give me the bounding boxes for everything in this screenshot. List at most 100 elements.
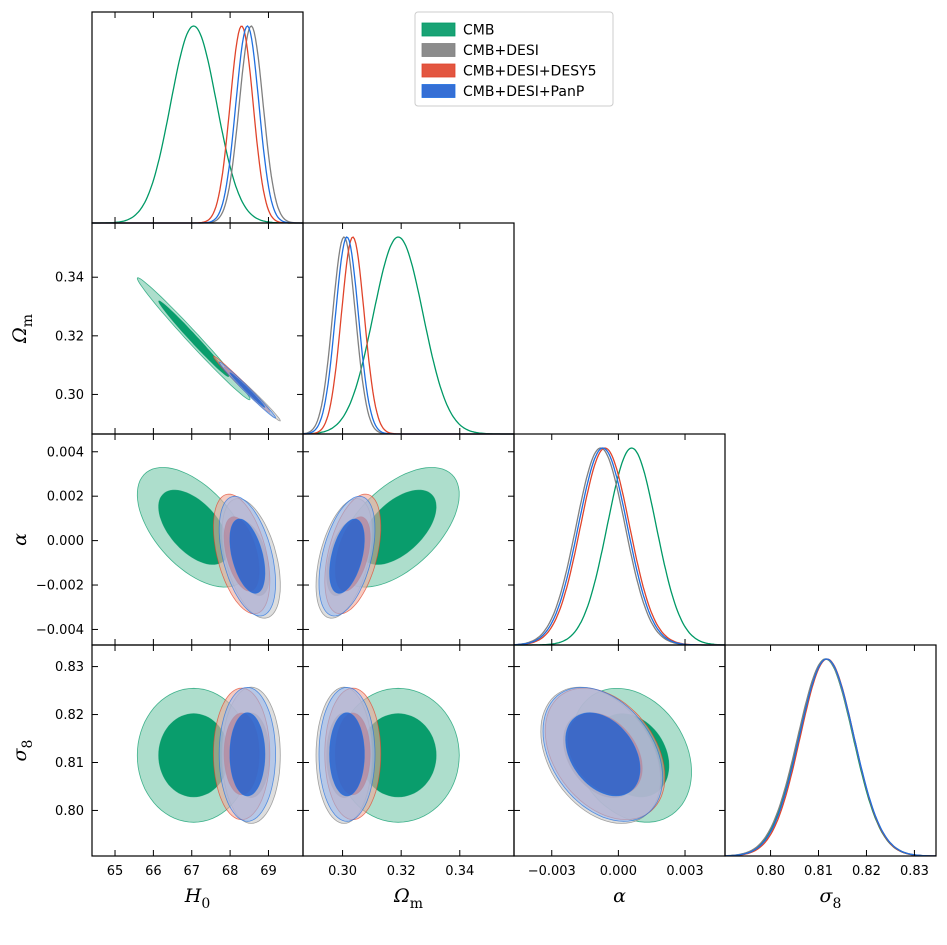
y-tick-label-Om: 0.34 xyxy=(55,271,84,286)
x-axis-label-alpha: α xyxy=(613,885,626,907)
axis-symbol: Ω xyxy=(9,327,31,344)
contour-group xyxy=(315,686,460,824)
contour-inner-cmb-desi-panp xyxy=(329,712,365,797)
axis-subscript: 8 xyxy=(833,896,842,912)
marginal-line-cmb-desi-desy5 xyxy=(724,658,936,857)
contour-inner-cmb-desi-panp xyxy=(329,518,365,594)
x-tick-label-Om: 0.34 xyxy=(445,864,474,879)
legend-box xyxy=(414,11,614,107)
marginal-line-cmb xyxy=(92,25,303,224)
frame-2-2 xyxy=(513,433,726,646)
y-tick-label-alpha: 0.000 xyxy=(47,534,84,549)
x-tick-label-s8: 0.82 xyxy=(852,864,881,879)
axis-symbol: α xyxy=(613,885,626,907)
contour-group xyxy=(315,467,460,619)
y-tick-label-alpha: −0.002 xyxy=(36,579,84,594)
x-tick-label-H0: 65 xyxy=(107,864,124,879)
axis-subscript: 0 xyxy=(201,896,210,912)
x-tick-label-alpha: −0.003 xyxy=(528,864,576,879)
marginal-alpha xyxy=(514,447,726,646)
marginal-line-cmb-desi-desy5 xyxy=(303,236,514,435)
marginal-line-cmb-desi xyxy=(92,25,303,224)
legend-swatch-cmb-desi-panp xyxy=(421,84,456,98)
panel-H0-alpha xyxy=(136,467,281,619)
legend-label: CMB xyxy=(463,23,494,39)
x-tick-label-s8: 0.80 xyxy=(756,864,785,879)
frame-3-3 xyxy=(724,644,937,857)
panel-H0-Om xyxy=(136,277,281,422)
axis-symbol: σ xyxy=(9,747,31,761)
marginal-line-cmb-desi-panp xyxy=(92,25,303,224)
x-axis-label-H0: H0 xyxy=(184,885,211,912)
legend-label: CMB+DESI xyxy=(463,43,539,59)
panel-Om-s8 xyxy=(315,686,460,824)
axis-subscript: m xyxy=(20,314,36,327)
marginal-line-cmb-desi xyxy=(725,658,936,857)
x-tick-label-H0: 67 xyxy=(183,864,200,879)
contour-group xyxy=(136,686,281,824)
panel-Om-alpha xyxy=(315,467,460,619)
x-tick-label-H0: 69 xyxy=(260,864,277,879)
marginal-H0 xyxy=(92,25,303,224)
contour-group xyxy=(540,686,692,824)
contour-inner-cmb-desi-panp xyxy=(229,372,266,408)
axis-symbol: σ xyxy=(820,885,834,907)
panel-border xyxy=(91,222,304,435)
legend-swatch-cmb-desi xyxy=(421,43,456,57)
x-axis-label-s8: σ8 xyxy=(820,885,842,912)
marginal-line-cmb xyxy=(724,658,936,857)
y-tick-label-alpha: 0.004 xyxy=(47,445,84,460)
contour-group xyxy=(136,277,281,422)
y-tick-label-s8: 0.81 xyxy=(55,756,84,771)
y-tick-label-alpha: 0.002 xyxy=(47,490,84,505)
y-tick-label-s8: 0.82 xyxy=(55,708,84,723)
axis-symbol: Ω xyxy=(393,885,410,907)
marginal-Om xyxy=(302,236,514,435)
marginal-line-cmb-desi-panp xyxy=(725,658,936,857)
contour-inner-cmb-desi-panp xyxy=(565,712,641,797)
axis-subscript: m xyxy=(410,896,423,912)
x-tick-label-alpha: 0.003 xyxy=(666,864,703,879)
y-tick-label-alpha: −0.004 xyxy=(36,623,84,638)
y-tick-label-s8: 0.83 xyxy=(55,660,84,675)
x-axis-label-Om: Ωm xyxy=(393,885,423,912)
marginal-line-cmb-desi-desy5 xyxy=(514,447,725,646)
x-tick-label-Om: 0.32 xyxy=(387,864,416,879)
legend-swatch-cmb xyxy=(421,22,456,37)
x-tick-label-s8: 0.83 xyxy=(900,864,929,879)
x-tick-label-s8: 0.81 xyxy=(804,864,833,879)
y-tick-label-Om: 0.30 xyxy=(55,388,84,403)
x-tick-label-H0: 66 xyxy=(145,864,162,879)
marginal-line-cmb-desi-desy5 xyxy=(92,25,303,224)
frame-1-0 xyxy=(91,222,304,435)
legend-label: CMB+DESI+DESY5 xyxy=(463,64,597,80)
marginal-line-cmb-desi xyxy=(302,236,514,435)
legend-swatch-cmb-desi-desy5 xyxy=(421,63,456,78)
x-tick-label-alpha: 0.000 xyxy=(600,864,637,879)
marginal-line-cmb xyxy=(302,236,514,435)
legend-label: CMB+DESI+PanP xyxy=(463,84,584,100)
contour-inner-cmb xyxy=(158,300,229,378)
axis-subscript: 8 xyxy=(20,740,36,749)
y-axis-label-s8: σ8 xyxy=(9,740,36,762)
panel-alpha-s8 xyxy=(540,686,692,824)
marginal-line-cmb-desi-panp xyxy=(302,236,514,435)
axis-symbol: α xyxy=(9,533,31,546)
frame-0-0 xyxy=(91,11,304,224)
legend: CMB CMB+DESI CMB+DESI+DESY5 CMB+DESI+PanP xyxy=(414,11,614,107)
x-tick-label-Om: 0.30 xyxy=(328,864,357,879)
y-axis-label-alpha: α xyxy=(9,533,31,546)
contour-inner-cmb-desi-panp xyxy=(229,518,266,594)
x-tick-label-H0: 68 xyxy=(222,864,239,879)
axis-symbol: H xyxy=(184,885,202,907)
panel-border xyxy=(724,644,937,857)
panel-border xyxy=(91,11,304,224)
y-tick-label-Om: 0.32 xyxy=(55,329,84,344)
panel-H0-s8 xyxy=(136,686,281,824)
contour-group xyxy=(136,467,281,619)
contour-inner-cmb-desi-panp xyxy=(229,712,266,797)
marginal-line-cmb xyxy=(514,447,726,646)
y-tick-label-s8: 0.80 xyxy=(55,804,84,819)
panel-border xyxy=(513,433,726,646)
